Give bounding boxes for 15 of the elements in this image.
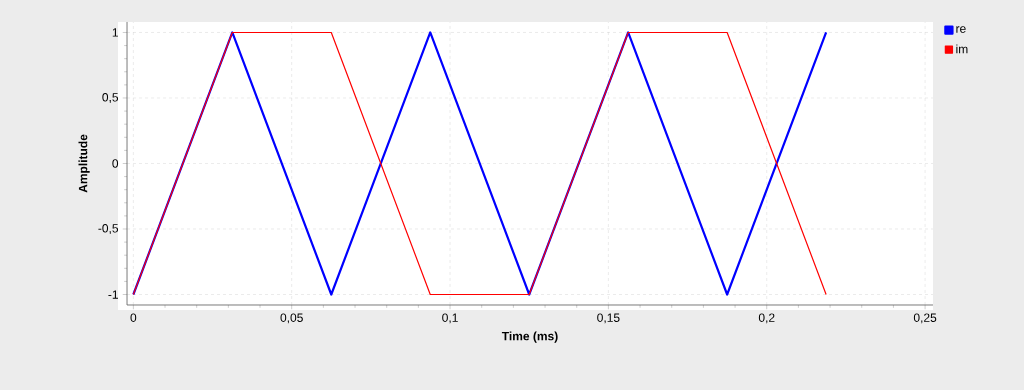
y-tick-label: -1 [108,290,118,299]
x-tick-label: 0,15 [597,313,620,324]
y-axis-title: Amplitude [78,134,90,193]
y-tick-label: 1 [112,28,118,37]
y-tick-label: 0,5 [102,93,119,103]
x-tick-label: 0,25 [913,313,937,324]
y-tick-label: -0,5 [98,224,119,234]
x-tick-label: 0,2 [758,313,775,324]
x-axis-title: Time (ms) [501,331,558,343]
x-tick-label: 0 [130,313,137,322]
legend-label: im [956,44,968,54]
x-tick-label: 0,05 [280,313,303,324]
y-tick-label: 0 [112,159,119,168]
x-tick-label: 0,1 [442,313,458,324]
legend-label: re [956,26,966,33]
